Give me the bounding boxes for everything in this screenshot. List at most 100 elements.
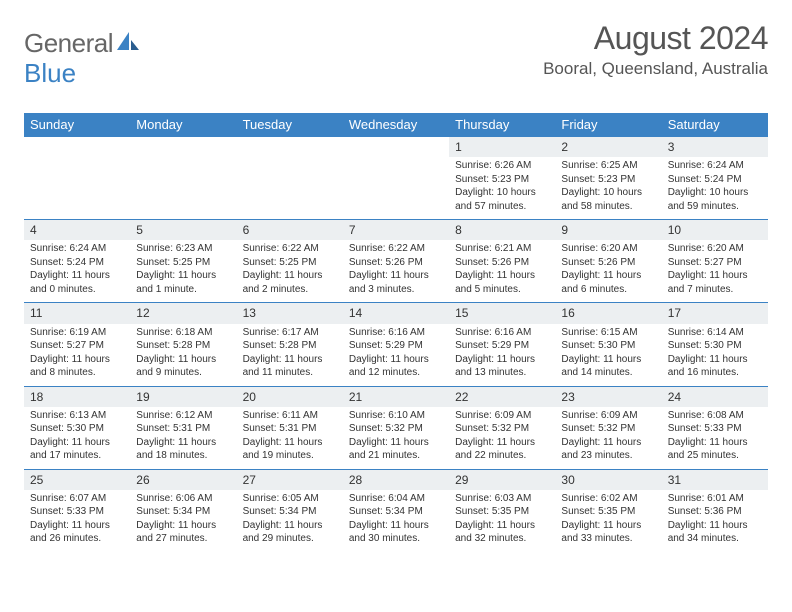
sunset-text: Sunset: 5:33 PM	[30, 505, 124, 519]
day-detail-cell: Sunrise: 6:10 AMSunset: 5:32 PMDaylight:…	[343, 407, 449, 470]
day-detail-cell: Sunrise: 6:11 AMSunset: 5:31 PMDaylight:…	[237, 407, 343, 470]
day-number-cell: 8	[449, 220, 555, 241]
day-number-row: 18192021222324	[24, 386, 768, 407]
daylight-text: Daylight: 11 hours and 6 minutes.	[561, 269, 655, 296]
calendar-table: SundayMondayTuesdayWednesdayThursdayFrid…	[24, 113, 768, 552]
day-detail-cell: Sunrise: 6:06 AMSunset: 5:34 PMDaylight:…	[130, 490, 236, 552]
daylight-text: Daylight: 11 hours and 34 minutes.	[668, 519, 762, 546]
day-number-cell: 31	[662, 469, 768, 490]
day-number-cell: 4	[24, 220, 130, 241]
day-number-cell: 11	[24, 303, 130, 324]
daylight-text: Daylight: 11 hours and 27 minutes.	[136, 519, 230, 546]
daylight-text: Daylight: 11 hours and 17 minutes.	[30, 436, 124, 463]
day-detail-row: Sunrise: 6:07 AMSunset: 5:33 PM Daylight:…	[24, 490, 768, 552]
day-detail-cell: Sunrise: 6:20 AMSunset: 5:26 PMDaylight:…	[555, 240, 661, 303]
day-detail-cell: Sunrise: 6:09 AMSunset: 5:32 PMDaylight:…	[449, 407, 555, 470]
daylight-text: Daylight: 11 hours and 19 minutes.	[243, 436, 337, 463]
sunset-text: Sunset: 5:24 PM	[668, 173, 762, 187]
sunrise-text: Sunrise: 6:10 AM	[349, 409, 443, 423]
sunset-text: Sunset: 5:31 PM	[243, 422, 337, 436]
day-number-cell: 25	[24, 469, 130, 490]
sunset-text: Sunset: 5:25 PM	[136, 256, 230, 270]
daylight-text: Daylight: 11 hours and 21 minutes.	[349, 436, 443, 463]
day-detail-cell: Sunrise: 6:19 AMSunset: 5:27 PMDaylight:…	[24, 324, 130, 387]
sunset-text: Sunset: 5:30 PM	[561, 339, 655, 353]
sunrise-text: Sunrise: 6:15 AM	[561, 326, 655, 340]
logo: General	[24, 20, 141, 59]
day-detail-cell: Sunrise: 6:03 AMSunset: 5:35 PMDaylight:…	[449, 490, 555, 552]
daylight-text: Daylight: 11 hours and 3 minutes.	[349, 269, 443, 296]
sunrise-text: Sunrise: 6:13 AM	[30, 409, 124, 423]
calendar-body: 1 23 Sunrise: 6:26 AMSunset: 5:23 PMDaylig…	[24, 137, 768, 552]
sunset-text: Sunset: 5:34 PM	[136, 505, 230, 519]
sunset-text: Sunset: 5:26 PM	[561, 256, 655, 270]
day-number-row: 25262728293031	[24, 469, 768, 490]
daylight-text: Daylight: 10 hours and 58 minutes.	[561, 186, 655, 213]
sunrise-text: Sunrise: 6:22 AM	[349, 242, 443, 256]
daylight-text: Daylight: 11 hours and 13 minutes.	[455, 353, 549, 380]
sunset-text: Sunset: 5:32 PM	[349, 422, 443, 436]
sunrise-text: Sunrise: 6:09 AM	[455, 409, 549, 423]
sunrise-text: Sunrise: 6:24 AM	[668, 159, 762, 173]
weekday-header: Thursday	[449, 113, 555, 137]
sunrise-text: Sunrise: 6:21 AM	[455, 242, 549, 256]
sunset-text: Sunset: 5:36 PM	[668, 505, 762, 519]
day-detail-cell	[130, 157, 236, 220]
day-number-cell	[130, 137, 236, 158]
day-detail-cell: Sunrise: 6:05 AMSunset: 5:34 PMDaylight:…	[237, 490, 343, 552]
sunset-text: Sunset: 5:34 PM	[349, 505, 443, 519]
weekday-header: Sunday	[24, 113, 130, 137]
day-number-cell: 23	[555, 386, 661, 407]
day-detail-cell: Sunrise: 6:23 AMSunset: 5:25 PMDaylight:…	[130, 240, 236, 303]
daylight-text: Daylight: 11 hours and 16 minutes.	[668, 353, 762, 380]
day-detail-cell: Sunrise: 6:01 AMSunset: 5:36 PMDaylight:…	[662, 490, 768, 552]
day-detail-cell: Sunrise: 6:22 AMSunset: 5:25 PMDaylight:…	[237, 240, 343, 303]
day-number-cell: 1	[449, 137, 555, 158]
day-detail-cell: Sunrise: 6:22 AMSunset: 5:26 PMDaylight:…	[343, 240, 449, 303]
daylight-text: Daylight: 11 hours and 33 minutes.	[561, 519, 655, 546]
daylight-text: Daylight: 11 hours and 7 minutes.	[668, 269, 762, 296]
day-number-row: 45678910	[24, 220, 768, 241]
daylight-text: Daylight: 11 hours and 2 minutes.	[243, 269, 337, 296]
sunrise-text: Sunrise: 6:17 AM	[243, 326, 337, 340]
day-number-cell: 28	[343, 469, 449, 490]
sunrise-text: Sunrise: 6:20 AM	[561, 242, 655, 256]
sunset-text: Sunset: 5:24 PM	[30, 256, 124, 270]
sunrise-text: Sunrise: 6:06 AM	[136, 492, 230, 506]
day-detail-cell: Sunrise: 6:07 AMSunset: 5:33 PMDaylight:…	[24, 490, 130, 552]
day-number-cell: 16	[555, 303, 661, 324]
day-number-cell: 21	[343, 386, 449, 407]
day-detail-cell: Sunrise: 6:13 AMSunset: 5:30 PMDaylight:…	[24, 407, 130, 470]
daylight-text: Daylight: 11 hours and 0 minutes.	[30, 269, 124, 296]
title-block: August 2024 Booral, Queensland, Australi…	[543, 20, 768, 79]
sunrise-text: Sunrise: 6:07 AM	[30, 492, 124, 506]
day-number-row: 11121314151617	[24, 303, 768, 324]
logo-sail-icon	[115, 30, 141, 57]
day-detail-cell: Sunrise: 6:20 AMSunset: 5:27 PMDaylight:…	[662, 240, 768, 303]
day-detail-cell: Sunrise: 6:17 AMSunset: 5:28 PMDaylight:…	[237, 324, 343, 387]
day-number-cell: 30	[555, 469, 661, 490]
sunset-text: Sunset: 5:30 PM	[30, 422, 124, 436]
daylight-text: Daylight: 11 hours and 32 minutes.	[455, 519, 549, 546]
day-detail-row: Sunrise: 6:13 AMSunset: 5:30 PMDaylight:…	[24, 407, 768, 470]
sunrise-text: Sunrise: 6:20 AM	[668, 242, 762, 256]
daylight-text: Daylight: 10 hours and 57 minutes.	[455, 186, 549, 213]
sunrise-text: Sunrise: 6:18 AM	[136, 326, 230, 340]
day-detail-cell: Sunrise: 6:09 AMSunset: 5:32 PMDaylight:…	[555, 407, 661, 470]
day-number-cell	[237, 137, 343, 158]
sunrise-text: Sunrise: 6:03 AM	[455, 492, 549, 506]
day-detail-row: Sunrise: 6:26 AMSunset: 5:23 PMDaylight:…	[24, 157, 768, 220]
sunrise-text: Sunrise: 6:01 AM	[668, 492, 762, 506]
sunset-text: Sunset: 5:26 PM	[349, 256, 443, 270]
daylight-text: Daylight: 11 hours and 5 minutes.	[455, 269, 549, 296]
day-detail-cell: Sunrise: 6:24 AMSunset: 5:24 PMDaylight:…	[24, 240, 130, 303]
day-number-cell: 14	[343, 303, 449, 324]
sunset-text: Sunset: 5:27 PM	[668, 256, 762, 270]
day-number-cell: 15	[449, 303, 555, 324]
sunset-text: Sunset: 5:23 PM	[561, 173, 655, 187]
sunset-text: Sunset: 5:28 PM	[243, 339, 337, 353]
day-number-cell: 20	[237, 386, 343, 407]
day-number-cell: 5	[130, 220, 236, 241]
sunset-text: Sunset: 5:35 PM	[561, 505, 655, 519]
sunrise-text: Sunrise: 6:22 AM	[243, 242, 337, 256]
